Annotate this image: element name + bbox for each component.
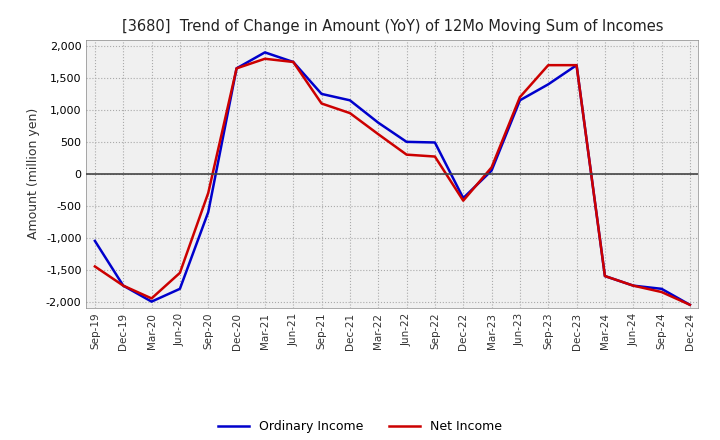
Line: Net Income: Net Income (95, 59, 690, 305)
Ordinary Income (487, 168, 496, 173)
Legend: Ordinary Income, Net Income: Ordinary Income, Net Income (213, 415, 507, 438)
Net Income (91, 264, 99, 269)
Net Income (204, 191, 212, 196)
Net Income (289, 59, 297, 65)
Net Income (657, 290, 666, 295)
Ordinary Income (459, 195, 467, 201)
Ordinary Income (431, 140, 439, 145)
Ordinary Income (685, 302, 694, 308)
Net Income (176, 270, 184, 275)
Ordinary Income (289, 59, 297, 65)
Ordinary Income (657, 286, 666, 291)
Ordinary Income (600, 273, 609, 279)
Net Income (346, 110, 354, 116)
Ordinary Income (572, 62, 581, 68)
Net Income (402, 152, 411, 157)
Net Income (459, 198, 467, 203)
Ordinary Income (374, 120, 382, 125)
Net Income (600, 273, 609, 279)
Net Income (516, 95, 524, 100)
Ordinary Income (204, 209, 212, 215)
Net Income (148, 296, 156, 301)
Ordinary Income (544, 82, 552, 87)
Net Income (374, 132, 382, 137)
Net Income (572, 62, 581, 68)
Ordinary Income (346, 98, 354, 103)
Ordinary Income (402, 139, 411, 144)
Ordinary Income (233, 66, 241, 71)
Net Income (544, 62, 552, 68)
Ordinary Income (516, 98, 524, 103)
Ordinary Income (318, 91, 326, 96)
Net Income (487, 165, 496, 170)
Net Income (431, 154, 439, 159)
Net Income (119, 283, 127, 288)
Ordinary Income (176, 286, 184, 291)
Y-axis label: Amount (million yen): Amount (million yen) (27, 108, 40, 239)
Net Income (233, 66, 241, 71)
Ordinary Income (91, 238, 99, 244)
Net Income (318, 101, 326, 106)
Ordinary Income (629, 283, 637, 288)
Title: [3680]  Trend of Change in Amount (YoY) of 12Mo Moving Sum of Incomes: [3680] Trend of Change in Amount (YoY) o… (122, 19, 663, 34)
Net Income (261, 56, 269, 62)
Ordinary Income (148, 299, 156, 304)
Ordinary Income (261, 50, 269, 55)
Line: Ordinary Income: Ordinary Income (95, 52, 690, 305)
Ordinary Income (119, 283, 127, 288)
Net Income (685, 302, 694, 308)
Net Income (629, 283, 637, 288)
